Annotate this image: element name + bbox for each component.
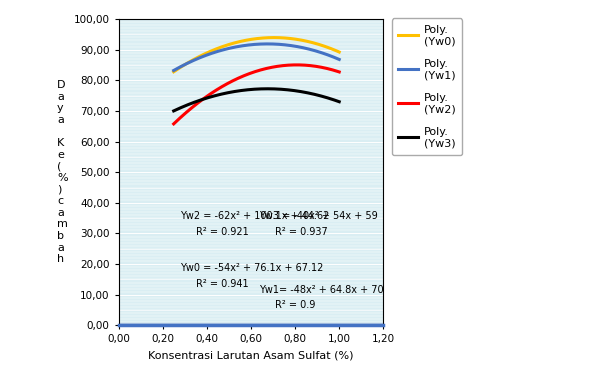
Text: R² = 0.921: R² = 0.921 (196, 226, 249, 237)
Text: R² = 0.941: R² = 0.941 (196, 279, 249, 289)
Text: Yw3 = -40x² + 54x + 59: Yw3 = -40x² + 54x + 59 (259, 211, 377, 221)
Bar (119, 323, 383, 328)
Legend: Poly.
(Yw0), Poly.
(Yw1), Poly.
(Yw2), Poly.
(Yw3): Poly. (Yw0), Poly. (Yw1), Poly. (Yw2), P… (392, 18, 462, 155)
Y-axis label: D
a
y
a
 
K
e
(
%
)
c
a
m
b
a
h: D a y a K e ( % ) c a m b a h (57, 80, 68, 264)
Text: R² = 0.937: R² = 0.937 (275, 226, 328, 237)
Text: Yw0 = -54x² + 76.1x + 67.12: Yw0 = -54x² + 76.1x + 67.12 (180, 263, 323, 273)
Text: Yw1= -48x² + 64.8x + 70: Yw1= -48x² + 64.8x + 70 (259, 285, 383, 295)
Text: R² = 0.9: R² = 0.9 (275, 300, 316, 310)
Text: Yw2 = -62x² + 100.1x + 44.62: Yw2 = -62x² + 100.1x + 44.62 (180, 211, 329, 221)
X-axis label: Konsentrasi Larutan Asam Sulfat (%): Konsentrasi Larutan Asam Sulfat (%) (148, 350, 353, 360)
